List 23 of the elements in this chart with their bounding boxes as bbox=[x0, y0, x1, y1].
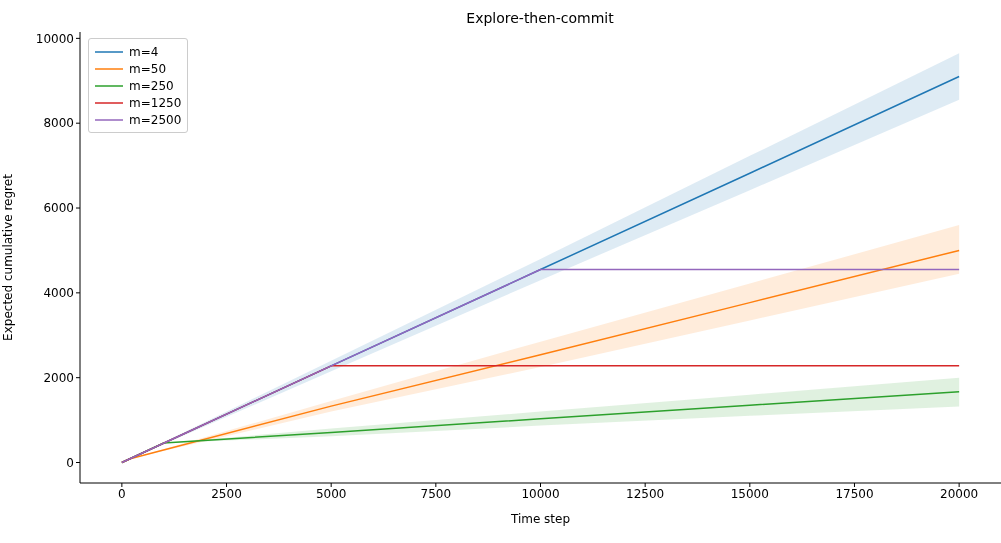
legend-label: m=4 bbox=[129, 44, 159, 59]
x-axis-title: Time step bbox=[509, 512, 571, 526]
x-tick-label: 12500 bbox=[626, 486, 665, 501]
y-tick-label: 2000 bbox=[43, 370, 74, 385]
x-tick-label: 17500 bbox=[835, 486, 874, 501]
x-tick-label: 0 bbox=[118, 486, 126, 501]
x-tick-label: 15000 bbox=[730, 486, 769, 501]
y-tick-label: 6000 bbox=[43, 201, 74, 216]
legend-label: m=1250 bbox=[129, 95, 182, 110]
y-tick-label: 4000 bbox=[43, 286, 74, 301]
x-tick-label: 2500 bbox=[211, 486, 242, 501]
x-tick-label: 10000 bbox=[521, 486, 560, 501]
x-tick-label: 20000 bbox=[940, 486, 979, 501]
legend-label: m=2500 bbox=[129, 112, 182, 127]
y-tick-label: 10000 bbox=[35, 31, 74, 46]
x-tick-label: 5000 bbox=[315, 486, 347, 501]
y-axis-title: Expected cumulative regret bbox=[1, 173, 16, 341]
y-tick-label: 0 bbox=[66, 455, 74, 470]
y-tick-label: 8000 bbox=[43, 116, 74, 131]
x-tick-label: 7500 bbox=[420, 486, 452, 501]
chart-title: Explore-then-commit bbox=[465, 10, 615, 26]
legend-label: m=250 bbox=[129, 78, 174, 93]
legend-label: m=50 bbox=[129, 61, 167, 76]
